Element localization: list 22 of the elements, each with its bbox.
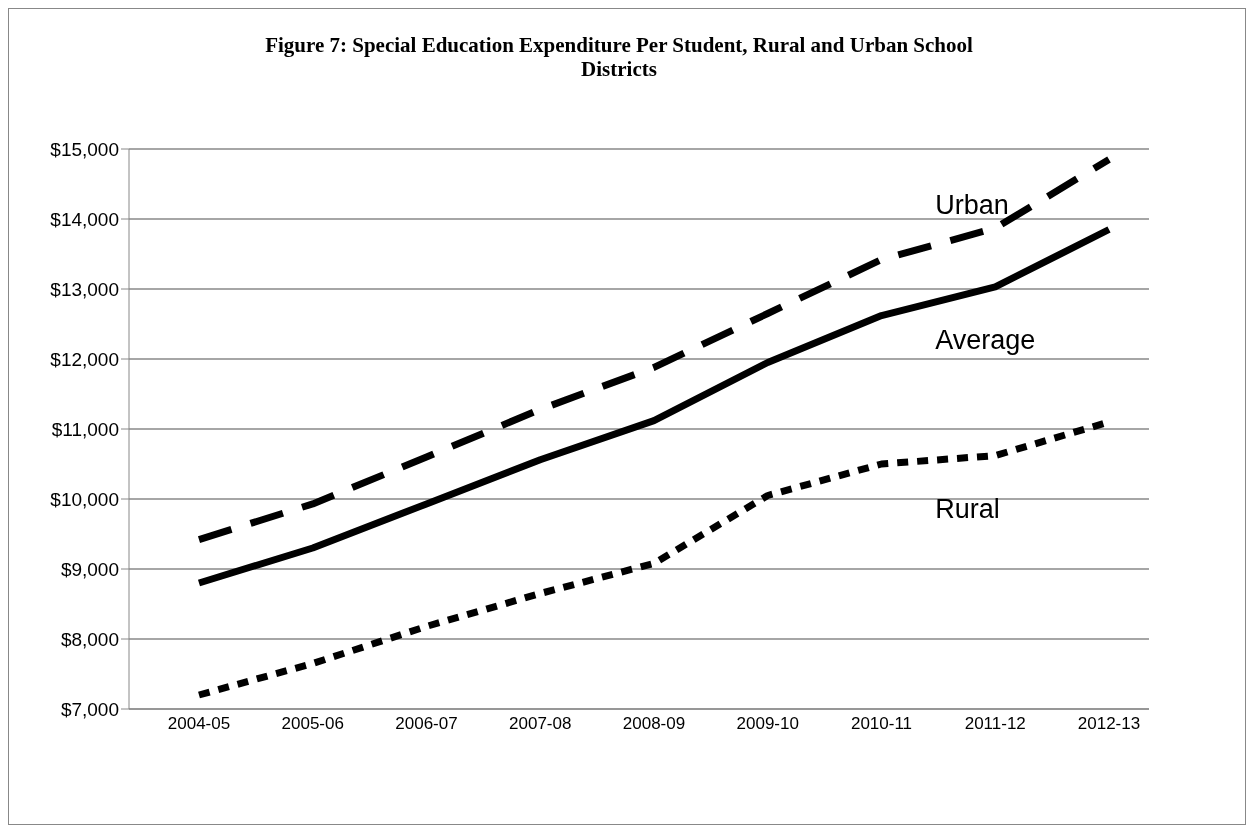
y-tick-label: $7,000 bbox=[60, 698, 119, 720]
x-tick-label: 2011-12 bbox=[964, 714, 1026, 734]
x-tick-label: 2008-09 bbox=[622, 714, 686, 734]
y-tick-label: $13,000 bbox=[50, 278, 119, 300]
x-tick-label: 2012-13 bbox=[1077, 714, 1141, 734]
x-tick-label: 2007-08 bbox=[509, 714, 572, 734]
y-tick-label: $8,000 bbox=[60, 628, 119, 650]
series-label: Urban bbox=[935, 190, 1009, 221]
y-tick-label: $12,000 bbox=[50, 348, 119, 370]
y-tick-label: $15,000 bbox=[50, 138, 119, 160]
y-tick-label: $9,000 bbox=[60, 558, 119, 580]
series-label: Average bbox=[935, 324, 1036, 355]
x-tick-label: 2006-07 bbox=[395, 714, 458, 734]
x-tick-label: 2009-10 bbox=[736, 714, 799, 734]
x-tick-label: 2004-05 bbox=[167, 714, 231, 734]
y-tick-label: $14,000 bbox=[50, 208, 119, 230]
x-tick-label: 2005-06 bbox=[281, 714, 344, 734]
y-tick-label: $11,000 bbox=[51, 418, 119, 440]
chart-title: Figure 7: Special Education Expenditure Per Student, Rural and Urban School Districts bbox=[264, 33, 974, 81]
y-tick-label: $10,000 bbox=[50, 488, 119, 510]
x-tick-label: 2010-11 bbox=[850, 714, 913, 734]
series-label: Rural bbox=[935, 493, 1000, 524]
